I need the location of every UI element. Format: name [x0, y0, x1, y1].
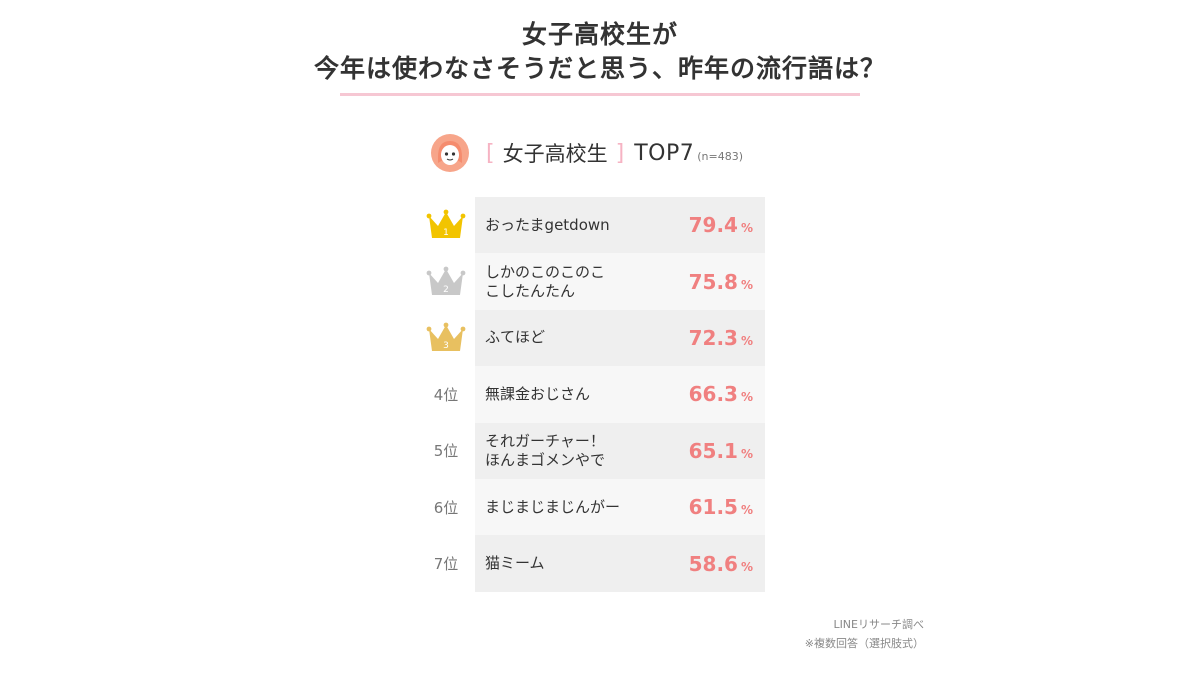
item-label: しかのこのこのこ こしたんたん	[475, 263, 685, 301]
rank-3: 3	[420, 310, 472, 366]
item-label: 猫ミーム	[475, 554, 685, 573]
item-value: 58.6%	[689, 535, 753, 591]
item-value: 72.3%	[689, 310, 753, 366]
value-number: 61.5	[688, 495, 738, 520]
item-label: 無課金おじさん	[475, 385, 685, 404]
item-label-line: ほんまゴメンやで	[485, 450, 606, 469]
rank-7: 7位	[420, 535, 472, 591]
item-label-line: 猫ミーム	[485, 554, 545, 573]
rank-label: 5位	[433, 442, 459, 461]
footer: LINEリサーチ調べ ※複数回答（選択肢式）	[805, 615, 924, 653]
item-label-line: まじまじまじんがー	[485, 497, 621, 516]
value-number: 79.4	[688, 213, 738, 238]
value-number: 58.6	[688, 551, 738, 576]
table-row: 無課金おじさん 66.3%	[475, 366, 765, 423]
bracket-close: ]	[615, 140, 625, 166]
table-row: まじまじまじんがー 61.5%	[475, 478, 765, 536]
bracket-open: [	[486, 140, 495, 166]
rank-label: 4位	[433, 385, 459, 404]
value-unit: %	[740, 503, 753, 518]
rank-5: 5位	[420, 423, 472, 479]
item-label: ふてほど	[475, 328, 685, 347]
rank-4: 4位	[420, 366, 472, 422]
chart-title: 女子高校生が 今年は使わなさそうだと思う、昨年の流行語は？	[0, 18, 1200, 86]
item-value: 75.8%	[689, 253, 753, 309]
value-number: 66.3	[688, 382, 738, 407]
crown-rank-number: 3	[443, 341, 449, 351]
item-label-line: それガーチャー！	[485, 431, 605, 450]
item-label-line: ふてほど	[485, 328, 546, 347]
item-label: まじまじまじんがー	[475, 498, 685, 517]
title-line-1: 女子高校生が	[521, 20, 678, 49]
girl-avatar-icon	[431, 134, 469, 172]
value-unit: %	[740, 221, 753, 236]
value-unit: %	[740, 446, 753, 461]
sample-size: (n=483)	[697, 149, 743, 163]
crown-rank-number: 1	[443, 228, 449, 238]
table-row: おったまgetdown 79.4%	[475, 197, 765, 254]
item-value: 79.4%	[689, 197, 753, 253]
rank-2: 2	[420, 253, 472, 309]
table-row: それガーチャー！ ほんまゴメンやで 65.1%	[475, 422, 765, 479]
crown-icon: 3	[426, 322, 466, 351]
crown-icon: 2	[426, 266, 466, 295]
item-label-line: しかのこのこのこ	[485, 262, 606, 281]
rank-6: 6位	[420, 479, 472, 535]
top-label: TOP7	[634, 140, 695, 166]
value-number: 65.1	[688, 438, 738, 463]
title-underline	[340, 93, 860, 96]
rank-1: 1	[420, 197, 472, 253]
item-value: 66.3%	[689, 366, 753, 422]
item-value: 61.5%	[689, 479, 753, 535]
item-value: 65.1%	[689, 423, 753, 479]
value-unit: %	[740, 333, 753, 348]
answer-note: ※複数回答（選択肢式）	[804, 637, 924, 650]
table-row: 猫ミーム 58.6%	[475, 535, 765, 592]
source-note: LINEリサーチ調べ	[833, 618, 924, 631]
item-label: おったまgetdown	[475, 216, 685, 235]
item-label-line: おったまgetdown	[485, 215, 610, 234]
table-row: しかのこのこのこ こしたんたん 75.8%	[475, 253, 765, 310]
value-number: 72.3	[688, 325, 738, 350]
ranking-table: おったまgetdown 79.4% しかのこのこのこ こしたんたん 75.8% ふてほど 7…	[475, 197, 765, 592]
rank-label: 7位	[433, 555, 459, 574]
crown-rank-number: 2	[443, 285, 449, 295]
item-label-line: 無課金おじさん	[485, 384, 591, 403]
item-label: それガーチャー！ ほんまゴメンやで	[475, 432, 685, 470]
rank-column: 1 2 3 4位 5位 6位 7位	[420, 197, 472, 592]
rank-label: 6位	[433, 498, 459, 517]
item-label-line: こしたんたん	[485, 281, 576, 300]
title-line-2: 今年は使わなさそうだと思う、昨年の流行語は？	[313, 54, 886, 83]
value-number: 75.8	[688, 269, 738, 294]
segment-header: [ 女子高校生 ] TOP7 (n=483)	[430, 132, 743, 174]
crown-icon: 1	[426, 209, 466, 239]
value-unit: %	[740, 559, 753, 574]
segment-label: 女子高校生	[502, 142, 608, 166]
table-row: ふてほど 72.3%	[475, 309, 765, 367]
value-unit: %	[740, 390, 753, 405]
value-unit: %	[740, 277, 753, 292]
